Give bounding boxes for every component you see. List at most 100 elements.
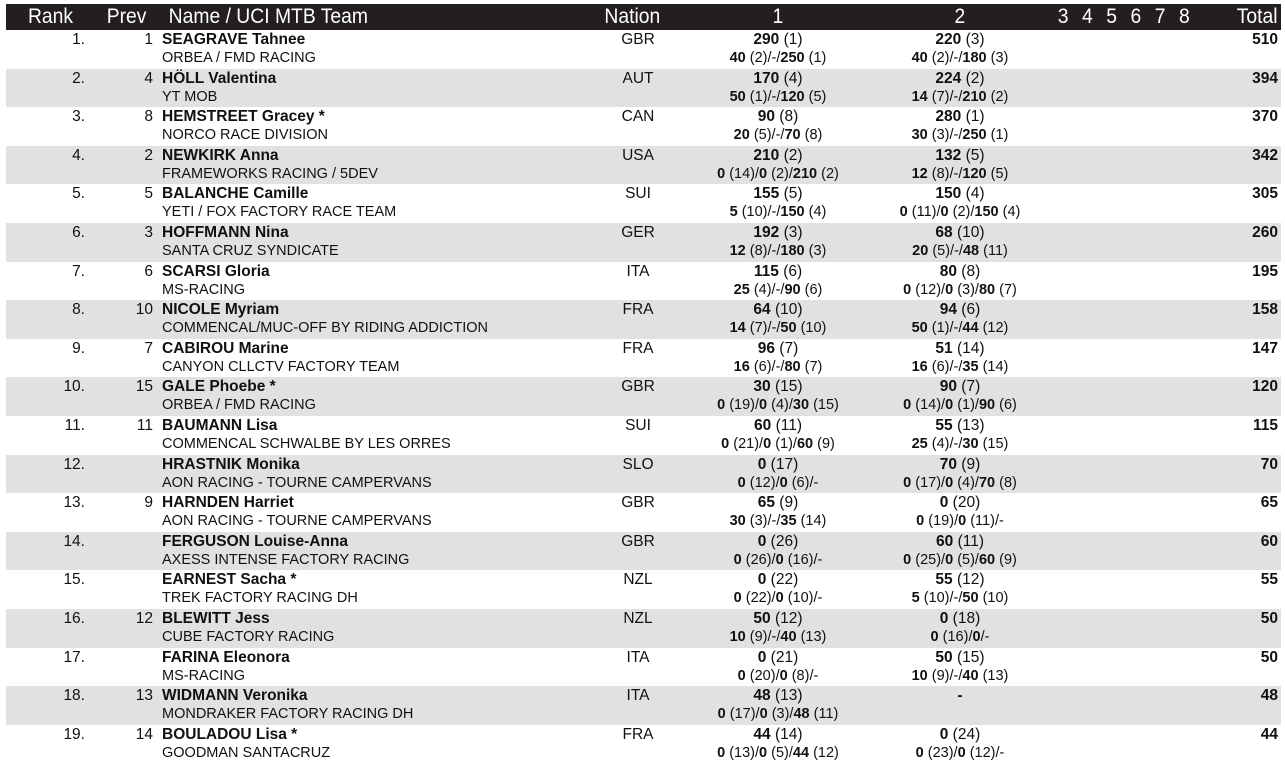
sub-position: (10)	[741, 204, 768, 221]
sub-position: (6)	[804, 281, 823, 298]
sub-points: -	[953, 320, 959, 337]
sub-points: 80	[784, 358, 801, 375]
round-2-breakdown: 10 (9)/-/40 (13)	[911, 667, 1009, 684]
sub-points: -	[998, 513, 1004, 530]
sub-points: -	[999, 744, 1005, 761]
nation-cell: GBR	[621, 532, 655, 550]
round-2-points: 0 (20)	[892, 494, 1028, 512]
sub-position: (2)	[931, 50, 950, 66]
sub-points: -	[813, 667, 819, 684]
table-row: 15. EARNEST Sacha * TREK FACTORY RACING …	[6, 570, 1281, 609]
total-points: 260	[1252, 223, 1278, 241]
sub-points: 0	[958, 513, 967, 530]
sub-position: (9)	[817, 435, 835, 452]
sub-position: (1)	[957, 397, 975, 414]
sub-points: 0	[717, 397, 726, 414]
sub-points: 70	[784, 127, 801, 144]
round-2-points: 60 (11)	[892, 533, 1028, 551]
points-value: 0	[757, 571, 767, 589]
sub-position: (17)	[729, 706, 756, 723]
sub-position: (12)	[813, 744, 839, 761]
sub-points: 25	[911, 435, 928, 452]
sub-points: -	[771, 320, 777, 337]
sub-position: (13)	[800, 628, 827, 645]
sub-position: (2)	[749, 50, 768, 66]
rank-cell: 4.	[72, 146, 85, 164]
rider-name: HÖLL Valentina	[162, 69, 277, 87]
sub-position: (2)	[990, 88, 1009, 105]
sub-points: 12	[911, 165, 928, 182]
team-name: SANTA CRUZ SYNDICATE	[162, 242, 339, 259]
team-name: AON RACING - TOURNE CAMPERVANS	[162, 513, 432, 530]
sub-position: (1)	[990, 127, 1009, 144]
rider-name: FERGUSON Louise-Anna	[162, 532, 349, 550]
sub-position: (7)	[999, 281, 1017, 298]
prev-rank-cell: 6	[144, 262, 153, 280]
sub-position: (10)	[787, 590, 814, 607]
sub-points: 120	[780, 88, 805, 105]
sub-points: -	[953, 165, 959, 182]
sub-position: (6)	[931, 358, 950, 375]
team-name: TREK FACTORY RACING DH	[162, 590, 358, 607]
sub-points: 50	[962, 590, 979, 607]
position-value: (22)	[770, 571, 799, 589]
position-value: (17)	[770, 455, 799, 473]
round-2-breakdown: 40 (2)/-/180 (3)	[911, 50, 1009, 66]
round-1-points: 290 (1)	[710, 31, 846, 49]
round-1-points: 0 (22)	[710, 571, 846, 589]
round-1-points: 65 (9)	[710, 494, 846, 512]
sub-points: 10	[911, 667, 928, 684]
round-2-points: -	[892, 687, 1028, 705]
sub-points: 25	[733, 281, 750, 298]
round-2-breakdown: 0 (17)/0 (4)/70 (8)	[903, 474, 1017, 491]
points-value: 80	[939, 262, 957, 280]
position-value: (14)	[956, 339, 985, 357]
points-value: 90	[939, 378, 957, 396]
sub-points: -	[984, 628, 990, 645]
rank-cell: 14.	[63, 532, 85, 550]
points-value: 55	[935, 416, 953, 434]
round-2-points: 68 (10)	[892, 224, 1028, 242]
round-2-points: 280 (1)	[892, 108, 1028, 126]
sub-position: (14)	[982, 358, 1009, 375]
rider-name: BALANCHE Camille	[162, 185, 309, 203]
nation-cell: USA	[622, 146, 654, 164]
position-value: (14)	[774, 725, 803, 743]
rank-cell: 16.	[63, 609, 85, 627]
sub-points: 0	[717, 165, 726, 182]
sub-position: (7)	[931, 88, 950, 105]
sub-position: (20)	[749, 667, 776, 684]
rider-name: HRASTNIK Monika	[162, 455, 300, 473]
sub-position: (9)	[931, 667, 950, 684]
sub-position: (8)	[931, 165, 950, 182]
round-2-breakdown: 0 (19)/0 (11)/-	[916, 513, 1004, 530]
sub-points: 5	[729, 204, 738, 221]
points-value: 150	[935, 185, 962, 203]
sub-position: (12)	[982, 320, 1009, 337]
points-value: 170	[753, 69, 780, 87]
sub-points: -	[954, 242, 959, 259]
sub-position: (14)	[729, 165, 756, 182]
round-2-breakdown: 30 (3)/-/250 (1)	[911, 127, 1009, 144]
table-row: 9. 7 CABIROU Marine CANYON CLLCTV FACTOR…	[6, 339, 1281, 378]
points-value: 48	[753, 687, 771, 705]
sub-points: 30	[962, 435, 979, 452]
team-name: YETI / FOX FACTORY RACE TEAM	[162, 204, 397, 221]
nation-cell: GBR	[621, 494, 655, 512]
sub-points: -	[775, 281, 781, 298]
table-row: 11. 11 BAUMANN Lisa COMMENCAL SCHWALBE B…	[6, 416, 1281, 455]
round-1-breakdown: 0 (17)/0 (3)/48 (11)	[717, 706, 839, 723]
points-value: 192	[753, 223, 780, 241]
sub-points: -	[771, 628, 777, 645]
sub-position: (4)	[1002, 204, 1021, 221]
rider-name: BLEWITT Jess	[162, 609, 270, 627]
sub-position: (14)	[800, 513, 827, 530]
rider-name: SEAGRAVE Tahnee	[162, 31, 306, 48]
team-name: YT MOB	[162, 88, 218, 105]
prev-rank-cell: 10	[135, 301, 153, 319]
round-2-points: 220 (3)	[892, 31, 1028, 49]
sub-points: 35	[962, 358, 979, 375]
sub-position: (16)	[942, 628, 969, 645]
position-value: (11)	[775, 416, 802, 434]
sub-points: 20	[912, 242, 929, 259]
